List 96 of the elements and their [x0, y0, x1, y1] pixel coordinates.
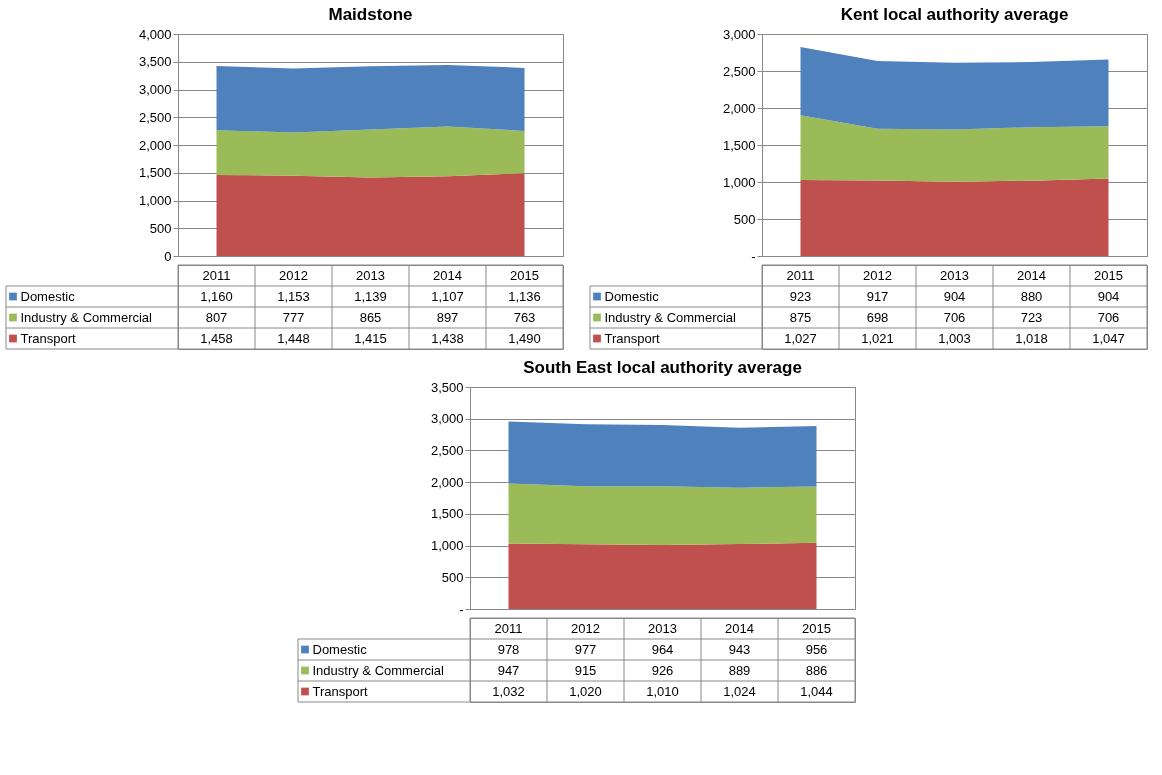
y-tick-label: 1,000: [430, 538, 464, 554]
data-label: 926: [651, 662, 674, 678]
data-label: 943: [728, 641, 751, 657]
data-label: 978: [497, 641, 520, 657]
data-label: 904: [943, 288, 966, 304]
data-label: 923: [789, 288, 812, 304]
data-label: 807: [205, 309, 228, 325]
y-tick-label: 3,000: [722, 26, 756, 42]
y-tick-label: 0: [164, 248, 172, 264]
data-label: 777: [282, 309, 305, 325]
legend-label: Transport: [312, 684, 369, 699]
data-label: 1,027: [784, 330, 817, 346]
y-tick-label: 3,000: [430, 411, 464, 427]
x-tick-label: 2013: [940, 267, 969, 283]
chart-title: South East local authority average: [523, 358, 802, 377]
data-label: 1,490: [508, 330, 541, 346]
y-tick-label: 1,000: [722, 174, 756, 190]
y-tick-label: 500: [441, 569, 464, 585]
y-tick-label: 500: [149, 220, 172, 236]
x-tick-label: 2011: [494, 620, 523, 636]
data-label: 956: [805, 641, 828, 657]
data-label: 698: [866, 309, 889, 325]
y-tick-label: -: [459, 601, 464, 617]
data-label: 1,003: [938, 330, 971, 346]
data-label: 875: [789, 309, 812, 325]
data-label: 886: [805, 662, 828, 678]
y-tick-label: 3,500: [138, 54, 172, 70]
data-label: 1,024: [723, 683, 756, 699]
y-tick-label: 2,500: [430, 442, 464, 458]
y-tick-label: 3,500: [430, 379, 464, 395]
data-label: 947: [497, 662, 520, 678]
legend-label: Transport: [20, 331, 77, 346]
legend-label: Domestic: [604, 289, 660, 304]
legend-label: Industry & Commercial: [604, 310, 737, 325]
data-label: 880: [1020, 288, 1043, 304]
data-label: 1,153: [277, 288, 310, 304]
x-tick-label: 2014: [725, 620, 754, 636]
legend-label: Domestic: [20, 289, 76, 304]
y-tick-label: 500: [733, 211, 756, 227]
chart-title: Kent local authority average: [840, 5, 1069, 24]
x-tick-label: 2012: [571, 620, 600, 636]
data-label: 889: [728, 662, 751, 678]
data-label: 904: [1097, 288, 1120, 304]
y-tick-label: 1,500: [430, 506, 464, 522]
data-label: 763: [513, 309, 536, 325]
legend-label: Domestic: [312, 642, 368, 657]
data-label: 1,018: [1015, 330, 1048, 346]
data-label: 1,160: [200, 288, 233, 304]
data-label: 1,107: [431, 288, 464, 304]
data-label: 1,458: [200, 330, 233, 346]
data-label: 1,021: [861, 330, 894, 346]
data-label: 1,010: [646, 683, 679, 699]
data-label: 1,136: [508, 288, 541, 304]
data-label: 897: [436, 309, 459, 325]
y-tick-label: 3,000: [138, 82, 172, 97]
data-label: 723: [1020, 309, 1043, 325]
data-label: 865: [359, 309, 382, 325]
y-tick-label: 2,500: [722, 63, 756, 79]
data-label: 1,032: [492, 683, 525, 699]
data-label: 706: [1097, 309, 1120, 325]
data-label: 964: [651, 641, 674, 657]
x-tick-label: 2015: [510, 267, 539, 283]
y-tick-label: 1,500: [138, 165, 172, 181]
legend-label: Transport: [604, 331, 661, 346]
y-tick-label: 2,000: [722, 100, 756, 116]
y-tick-label: -: [751, 248, 756, 264]
data-label: 1,415: [354, 330, 387, 346]
data-label: 706: [943, 309, 966, 325]
data-label: 1,438: [431, 330, 464, 346]
x-tick-label: 2011: [202, 267, 231, 283]
chart-title: Maidstone: [328, 5, 413, 24]
legend-label: Industry & Commercial: [20, 310, 153, 325]
x-tick-label: 2012: [863, 267, 892, 283]
y-tick-label: 2,000: [430, 474, 464, 490]
x-tick-label: 2014: [1017, 267, 1046, 283]
data-label: 1,047: [1092, 330, 1125, 346]
y-tick-label: 2,500: [138, 109, 172, 125]
x-tick-label: 2012: [279, 267, 308, 283]
y-tick-label: 4,000: [138, 26, 172, 42]
data-label: 977: [574, 641, 597, 657]
data-label: 1,044: [800, 683, 833, 699]
y-tick-label: 1,500: [722, 137, 756, 153]
x-tick-label: 2015: [1094, 267, 1123, 283]
x-tick-label: 2013: [648, 620, 677, 636]
x-tick-label: 2011: [786, 267, 815, 283]
data-label: 915: [574, 662, 597, 678]
x-tick-label: 2014: [433, 267, 462, 283]
y-tick-label: 1,000: [138, 193, 172, 208]
x-tick-label: 2015: [802, 620, 831, 636]
data-label: 1,139: [354, 288, 387, 304]
data-label: 1,020: [569, 683, 602, 699]
legend-label: Industry & Commercial: [312, 663, 445, 678]
data-label: 917: [866, 288, 889, 304]
data-label: 1,448: [277, 330, 310, 346]
y-tick-label: 2,000: [138, 137, 172, 153]
x-tick-label: 2013: [356, 267, 385, 283]
